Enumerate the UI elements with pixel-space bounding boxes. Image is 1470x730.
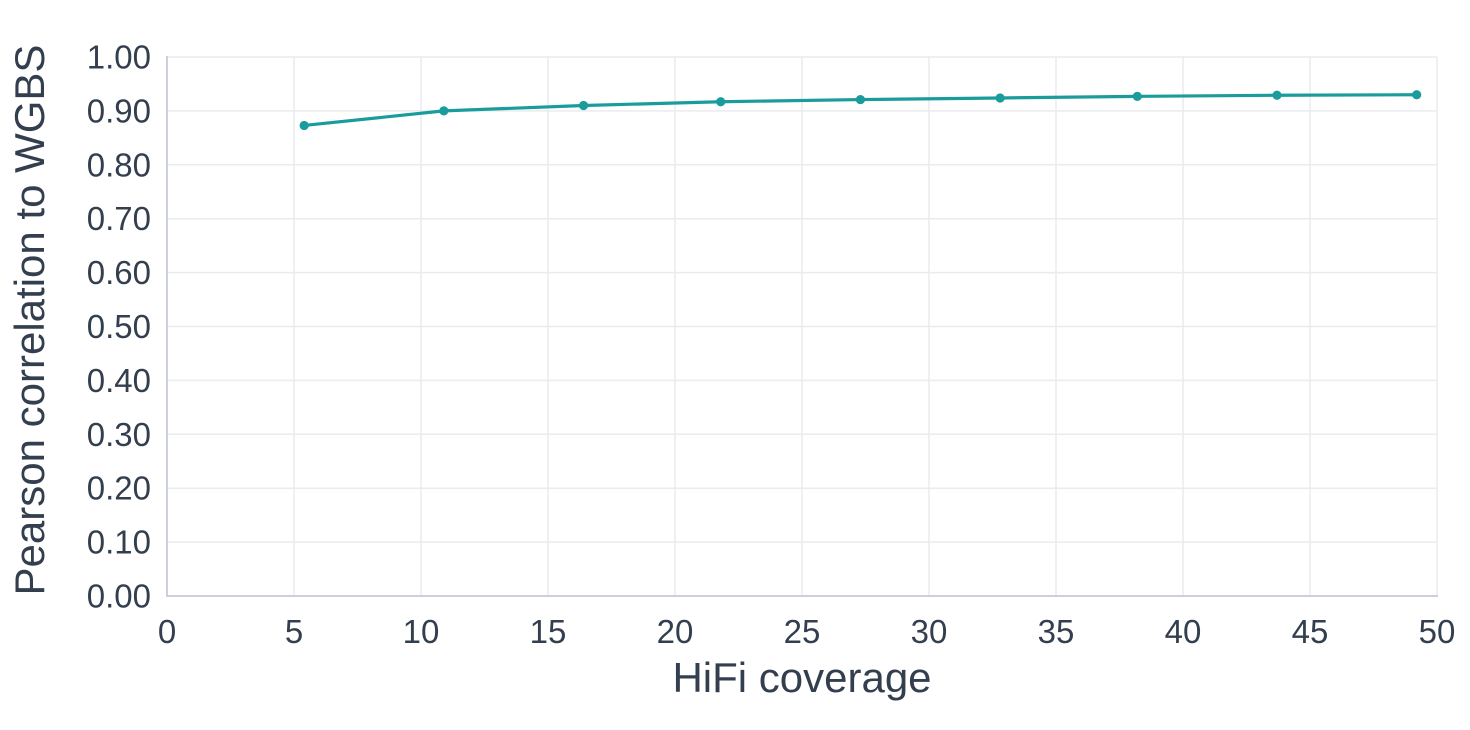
x-axis-title: HiFi coverage bbox=[672, 654, 931, 701]
x-tick-label: 30 bbox=[911, 613, 948, 650]
x-tick-label: 40 bbox=[1165, 613, 1202, 650]
data-series bbox=[299, 90, 1422, 131]
y-tick-label: 0.50 bbox=[87, 308, 151, 345]
x-tick-label: 35 bbox=[1038, 613, 1075, 650]
y-tick-label: 0.10 bbox=[87, 524, 151, 561]
data-point-marker bbox=[439, 106, 449, 116]
y-tick-label: 1.00 bbox=[87, 39, 151, 76]
x-tick-label: 15 bbox=[530, 613, 567, 650]
x-tick-label: 20 bbox=[657, 613, 694, 650]
data-point-marker bbox=[716, 97, 726, 107]
axis-lines bbox=[166, 56, 1438, 597]
data-point-marker bbox=[578, 100, 589, 111]
y-tick-label: 0.70 bbox=[87, 200, 151, 237]
y-tick-label: 0.80 bbox=[87, 146, 151, 183]
x-tick-label: 10 bbox=[403, 613, 440, 650]
data-point-marker bbox=[1272, 90, 1282, 100]
y-tick-label: 0.60 bbox=[87, 254, 151, 291]
x-tick-label: 0 bbox=[158, 613, 176, 650]
data-point-marker bbox=[995, 93, 1005, 103]
x-tick-label: 45 bbox=[1292, 613, 1329, 650]
data-point-marker bbox=[299, 120, 309, 131]
y-tick-label: 0.40 bbox=[87, 362, 151, 399]
x-tick-label: 25 bbox=[784, 613, 821, 650]
gridlines bbox=[167, 56, 1438, 596]
data-point-marker bbox=[1132, 91, 1142, 101]
y-axis-title: Pearson correlation to WGBS bbox=[6, 45, 53, 596]
y-tick-label: 0.00 bbox=[87, 578, 151, 615]
x-tick-label: 5 bbox=[285, 613, 303, 650]
data-point-marker bbox=[855, 94, 866, 105]
y-tick-label: 0.20 bbox=[87, 470, 151, 507]
x-tick-label: 50 bbox=[1419, 613, 1456, 650]
y-tick-label: 0.90 bbox=[87, 92, 151, 129]
y-tick-label: 0.30 bbox=[87, 416, 151, 453]
tick-labels: 0.00 0.10 0.20 0.30 0.40 0.50 0.60 0.70 0.80 0.90… bbox=[87, 39, 1456, 651]
data-point-marker bbox=[1412, 90, 1422, 100]
